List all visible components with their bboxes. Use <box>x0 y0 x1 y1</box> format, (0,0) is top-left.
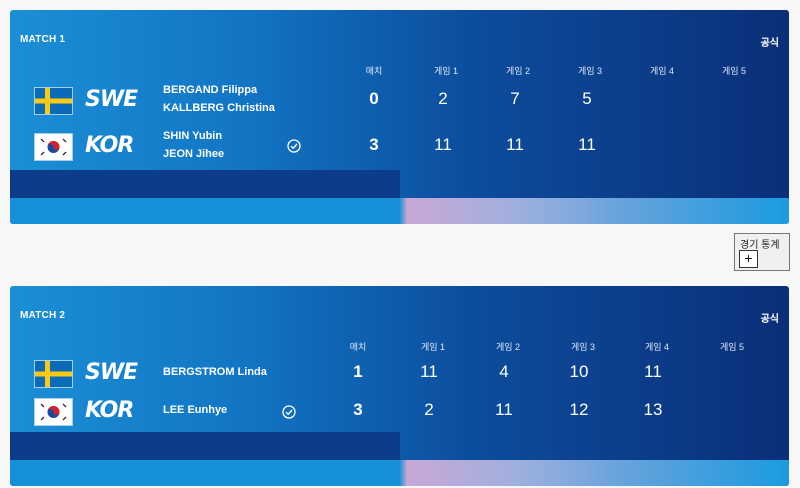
winner-check-icon <box>287 139 301 153</box>
team-code: KOR <box>85 133 134 158</box>
expand-stats-button[interactable]: + <box>739 250 758 268</box>
header-game-1: 게임 1 <box>433 66 459 76</box>
player-name: BERGAND Filippa <box>163 84 258 96</box>
header-game-4: 게임 4 <box>649 66 675 76</box>
official-badge: 공식 <box>760 38 779 49</box>
header-game-4: 게임 4 <box>644 342 670 352</box>
match-label: MATCH 1 <box>20 34 66 45</box>
player-name: SHIN Yubin <box>163 130 223 142</box>
game-score: 11 <box>506 135 524 154</box>
player-name: LEE Eunhye <box>163 404 228 416</box>
game-score: 5 <box>582 89 592 108</box>
game-score: 2 <box>424 400 434 419</box>
stats-label: 경기 통계 <box>740 240 780 251</box>
match-score: 3 <box>369 135 379 154</box>
game-score: 11 <box>420 362 438 381</box>
game-score: 11 <box>644 362 662 381</box>
match-label: MATCH 2 <box>20 310 66 321</box>
decorative-band <box>10 170 400 198</box>
header-match: 매치 <box>349 342 367 352</box>
match-card-1: MATCH 1 공식 매치 게임 1 게임 2 게임 3 게임 4 게임 5 S… <box>10 10 789 224</box>
game-score: 11 <box>495 400 513 419</box>
korea-flag-icon <box>34 398 73 426</box>
match-stats-panel: 경기 통계 + <box>734 233 790 271</box>
sweden-flag-icon <box>34 360 73 388</box>
header-match: 매치 <box>365 66 383 76</box>
game-score: 11 <box>578 135 596 154</box>
game-score: 4 <box>499 362 509 381</box>
player-name: JEON Jihee <box>163 148 225 160</box>
game-score: 7 <box>510 89 520 108</box>
winner-check-icon <box>282 405 296 419</box>
game-score: 2 <box>438 89 448 108</box>
header-game-1: 게임 1 <box>420 342 446 352</box>
header-game-2: 게임 2 <box>505 66 531 76</box>
game-score: 11 <box>434 135 452 154</box>
header-game-5: 게임 5 <box>721 66 747 76</box>
team-code: KOR <box>85 398 134 423</box>
official-badge: 공식 <box>760 314 779 325</box>
player-name: BERGSTROM Linda <box>163 366 267 378</box>
game-score: 10 <box>569 362 589 381</box>
header-game-3: 게임 3 <box>570 342 596 352</box>
decorative-band <box>10 198 789 224</box>
team-code: SWE <box>85 87 138 112</box>
team-code: SWE <box>85 360 138 385</box>
korea-flag-icon <box>34 133 73 161</box>
match-score: 0 <box>369 89 379 108</box>
decorative-band <box>10 432 400 460</box>
game-score: 12 <box>569 400 589 419</box>
player-name: KALLBERG Christina <box>163 102 275 114</box>
header-game-2: 게임 2 <box>495 342 521 352</box>
game-score: 13 <box>643 400 663 419</box>
header-game-3: 게임 3 <box>577 66 603 76</box>
decorative-band <box>10 460 789 486</box>
match-card-2: MATCH 2 공식 매치 게임 1 게임 2 게임 3 게임 4 게임 5 S… <box>10 286 789 486</box>
match-score: 1 <box>353 362 363 381</box>
match-score: 3 <box>353 400 363 419</box>
header-game-5: 게임 5 <box>719 342 745 352</box>
sweden-flag-icon <box>34 87 73 115</box>
